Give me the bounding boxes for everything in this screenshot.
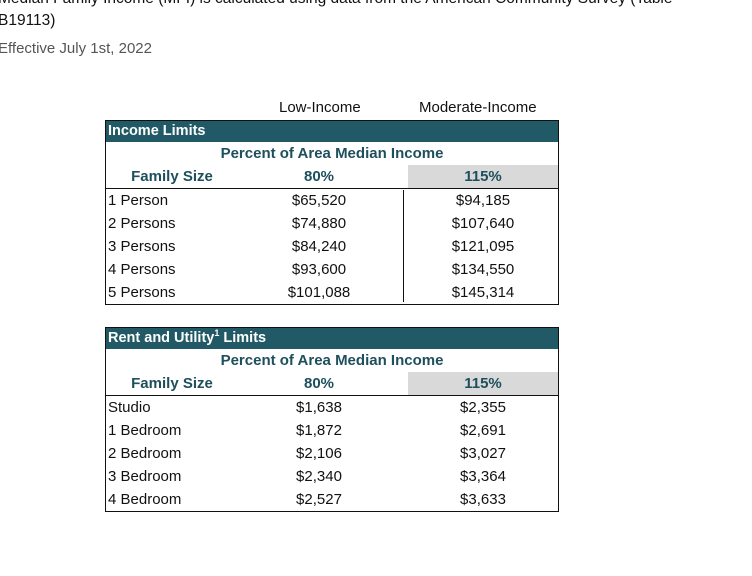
family-size-cell: 3 Persons <box>108 238 176 255</box>
table-row: 1 Person $65,520 $94,185 <box>106 189 558 212</box>
header-115-percent: 115% <box>408 165 558 188</box>
family-size-cell: 1 Person <box>108 192 169 209</box>
moderate-income-cell: $145,314 <box>451 284 515 301</box>
rent-limits-title: Rent and Utility1 Limits <box>106 328 558 349</box>
family-size-cell: 1 Bedroom <box>108 422 182 439</box>
footnote-marker: 1 <box>214 328 220 338</box>
moderate-income-cell: $134,550 <box>451 261 515 278</box>
header-115-percent: 115% <box>408 372 558 395</box>
intro-line-1: Median Family Income (MFI) is calculated… <box>0 0 752 10</box>
rent-limits-subhead: Percent of Area Median Income <box>220 352 444 369</box>
income-limits-subhead: Percent of Area Median Income <box>220 145 444 162</box>
low-income-cell: $84,240 <box>291 238 347 255</box>
low-income-cell: $101,088 <box>287 284 351 301</box>
family-size-cell: 4 Persons <box>108 261 176 278</box>
rent-limits-title-text: Rent and Utility <box>108 330 215 346</box>
table-row: 4 Persons $93,600 $134,550 <box>106 258 558 281</box>
income-limits-header-row: Family Size 80% 115% <box>106 165 558 189</box>
rent-limits-title-suffix: Limits <box>219 330 267 346</box>
header-80-percent: 80% <box>303 375 335 392</box>
low-income-cell: $2,527 <box>296 491 342 508</box>
table-row: 4 Bedroom $2,527 $3,633 <box>106 488 558 511</box>
table-row: 3 Bedroom $2,340 $3,364 <box>106 465 558 488</box>
effective-date: Effective July 1st, 2022 <box>0 40 152 57</box>
intro-paragraph: Median Family Income (MFI) is calculated… <box>0 0 752 32</box>
family-size-cell: 3 Bedroom <box>108 468 182 485</box>
family-size-cell: 4 Bedroom <box>108 491 182 508</box>
low-income-cell: $65,520 <box>291 192 347 209</box>
header-80-percent: 80% <box>303 168 335 185</box>
column-header-moderate-income: Moderate-Income <box>419 99 537 116</box>
rent-limits-header-row: Family Size 80% 115% <box>106 372 558 396</box>
income-limits-title: Income Limits <box>106 121 558 142</box>
table-row: 5 Persons $101,088 $145,314 <box>106 281 558 304</box>
rent-utility-limits-table: Rent and Utility1 Limits Percent of Area… <box>105 327 559 512</box>
moderate-income-cell: $3,633 <box>460 491 506 508</box>
column-divider <box>403 190 404 302</box>
table-row: 2 Bedroom $2,106 $3,027 <box>106 442 558 465</box>
moderate-income-cell: $3,027 <box>460 445 506 462</box>
low-income-cell: $93,600 <box>291 261 347 278</box>
low-income-cell: $2,340 <box>296 468 342 485</box>
low-income-cell: $74,880 <box>291 215 347 232</box>
low-income-cell: $1,638 <box>296 399 342 416</box>
header-family-size: Family Size <box>131 168 213 185</box>
family-size-cell: 2 Persons <box>108 215 176 232</box>
moderate-income-cell: $2,355 <box>460 399 506 416</box>
header-family-size: Family Size <box>131 375 213 392</box>
intro-line-2: B19113) <box>0 12 56 29</box>
family-size-cell: 5 Persons <box>108 284 176 301</box>
moderate-income-cell: $94,185 <box>455 192 511 209</box>
table-row: Studio $1,638 $2,355 <box>106 396 558 419</box>
moderate-income-cell: $3,364 <box>460 468 506 485</box>
table-row: 2 Persons $74,880 $107,640 <box>106 212 558 235</box>
column-header-low-income: Low-Income <box>279 99 361 116</box>
low-income-cell: $2,106 <box>296 445 342 462</box>
moderate-income-cell: $121,095 <box>451 238 515 255</box>
family-size-cell: 2 Bedroom <box>108 445 182 462</box>
family-size-cell: Studio <box>108 399 151 416</box>
moderate-income-cell: $2,691 <box>460 422 506 439</box>
low-income-cell: $1,872 <box>296 422 342 439</box>
table-row: 1 Bedroom $1,872 $2,691 <box>106 419 558 442</box>
income-limits-table: Income Limits Percent of Area Median Inc… <box>105 120 559 305</box>
moderate-income-cell: $107,640 <box>451 215 515 232</box>
table-row: 3 Persons $84,240 $121,095 <box>106 235 558 258</box>
